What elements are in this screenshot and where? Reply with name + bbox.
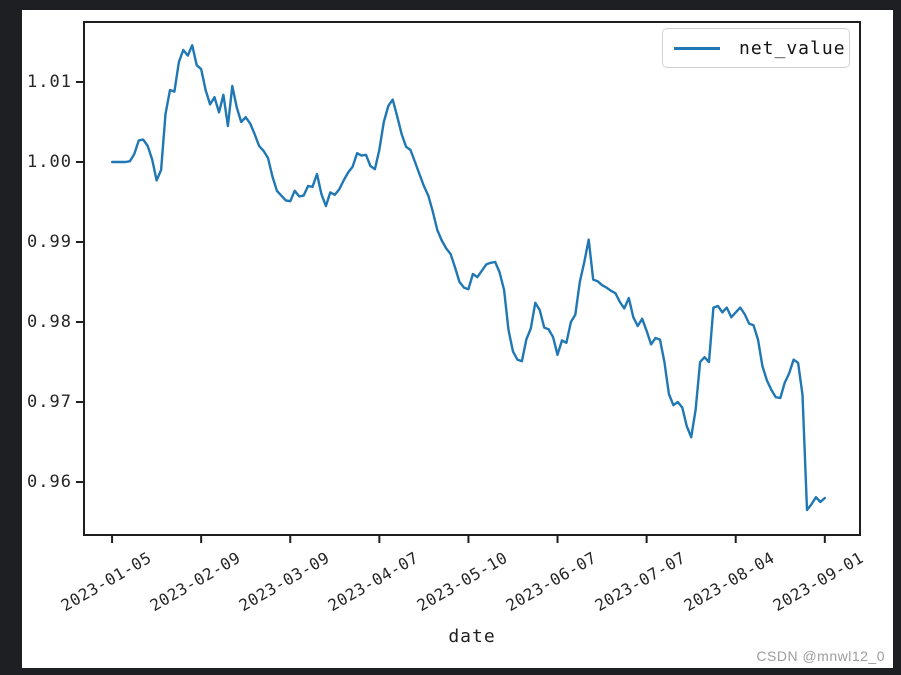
net-value-line bbox=[110, 44, 826, 512]
legend-label: net_value bbox=[739, 37, 846, 59]
figure-background bbox=[22, 10, 893, 668]
y-tick-label: 0.99 bbox=[27, 232, 72, 253]
y-tick-label: 1.00 bbox=[27, 152, 72, 172]
legend: net_value bbox=[662, 28, 850, 68]
y-tick-label: 0.96 bbox=[27, 472, 72, 493]
y-tick-label: 0.98 bbox=[27, 312, 72, 333]
axes-spines bbox=[83, 21, 861, 536]
legend-line-sample bbox=[674, 46, 720, 50]
watermark-text: CSDN @mnwl12_0 bbox=[756, 648, 885, 664]
y-tick-label: 0.97 bbox=[27, 392, 72, 413]
x-axis-title: date bbox=[448, 626, 496, 647]
y-tick-label: 1.01 bbox=[27, 72, 72, 92]
